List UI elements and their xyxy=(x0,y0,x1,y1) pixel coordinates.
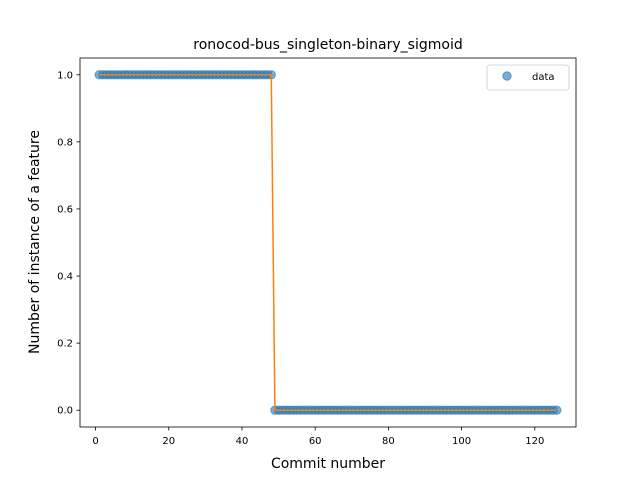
axes: 0 20 40 60 80 100 120 0.0 0.2 0.4 0.6 0.8 1.0 xyxy=(57,57,577,447)
y-tick-label: 0.0 xyxy=(57,406,73,417)
chart-title: ronocod-bus_singleton-binary_sigmoid xyxy=(193,37,462,53)
fit-line xyxy=(99,74,557,411)
legend: data xyxy=(486,64,570,91)
x-tick-label: 120 xyxy=(525,436,544,447)
legend-label: data xyxy=(532,72,555,83)
y-tick-label: 0.6 xyxy=(57,204,73,215)
y-tick-label: 0.8 xyxy=(57,137,73,148)
x-tick-label: 80 xyxy=(382,436,395,447)
x-tick-label: 0 xyxy=(92,436,98,447)
legend-marker xyxy=(502,71,512,81)
y-tick-label: 1.0 xyxy=(57,70,73,81)
x-tick-label: 20 xyxy=(162,436,175,447)
x-tick-label: 40 xyxy=(236,436,249,447)
y-axis-label: Number of instance of a feature xyxy=(27,130,43,354)
x-axis-label: Commit number xyxy=(271,456,385,472)
x-tick-label: 60 xyxy=(309,436,322,447)
legend-box xyxy=(486,64,570,91)
y-tick-label: 0.4 xyxy=(57,272,73,283)
y-tick-label: 0.2 xyxy=(57,339,73,350)
x-tick-label: 100 xyxy=(452,436,471,447)
axes-frame xyxy=(79,57,577,428)
plot-area xyxy=(94,70,562,415)
